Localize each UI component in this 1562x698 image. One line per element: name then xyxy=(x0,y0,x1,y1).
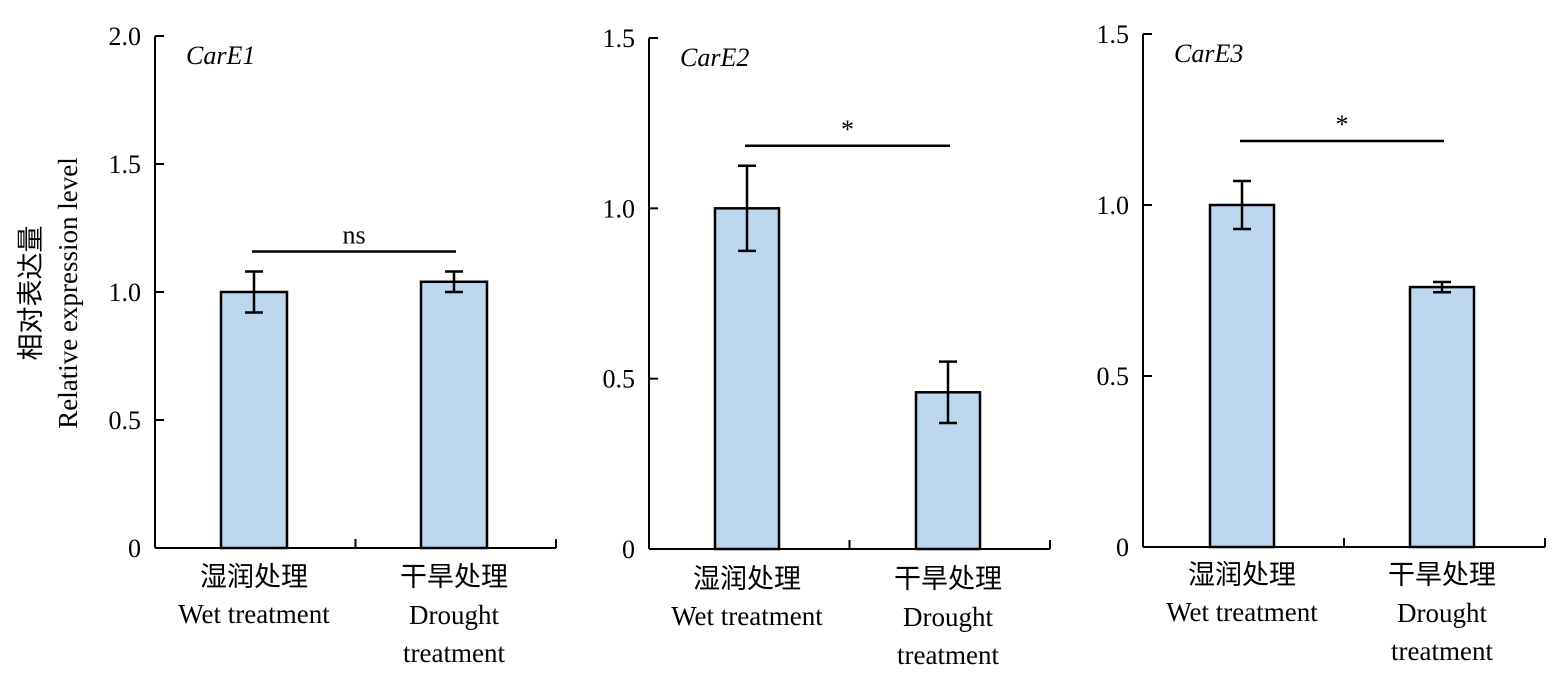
bar-drought xyxy=(1408,285,1476,549)
bar-drought xyxy=(419,280,489,550)
x-category-label: 湿润处理 xyxy=(693,564,801,594)
x-category-label: Wet treatment xyxy=(671,601,823,631)
chart-panel-care3: 0 0.5 1.0 1.5 CarE3 湿润处理 Wet treatment 干旱处理 Drou… xyxy=(1097,20,1546,666)
x-category-label: treatment xyxy=(403,638,505,668)
y-tick-label: 1.5 xyxy=(603,24,636,53)
chart-panel-care2: 0 0.5 1.0 1.5 CarE2 湿润处理 Wet treatment 干旱处理 Drou… xyxy=(603,24,1051,670)
x-category-label: treatment xyxy=(897,640,999,670)
chart-panel-care1: 0 0.5 1.0 1.5 2.0 CarE1 湿润处理 Wet treatment 干旱处理 D… xyxy=(109,22,557,668)
significance-label: * xyxy=(841,115,854,144)
x-category-label: Wet treatment xyxy=(1166,597,1318,627)
chart-panels: 0 0.5 1.0 1.5 2.0 CarE1 湿润处理 Wet treatment 干旱处理 D… xyxy=(109,20,1546,670)
y-tick-label: 1.5 xyxy=(1097,20,1130,49)
y-tick-label: 0 xyxy=(622,535,635,564)
y-tick-label: 2.0 xyxy=(109,22,142,51)
y-tick-label: 1.0 xyxy=(1097,191,1130,220)
significance-label: * xyxy=(1336,110,1349,139)
x-category-label: treatment xyxy=(1391,636,1493,666)
x-category-label: 干旱处理 xyxy=(1388,560,1496,590)
y-tick-label: 1.0 xyxy=(109,278,142,307)
y-tick-label: 0 xyxy=(1116,533,1129,562)
y-tick-label: 0.5 xyxy=(1097,362,1130,391)
x-category-label: Drought xyxy=(1397,598,1487,628)
y-tick-label: 0 xyxy=(128,534,141,563)
panel-title: CarE2 xyxy=(680,43,749,72)
x-category-label: Wet treatment xyxy=(178,599,330,629)
panel-title: CarE3 xyxy=(1174,39,1243,68)
bar-wet xyxy=(1208,203,1276,549)
x-category-label: Drought xyxy=(409,600,499,630)
y-tick-label: 0.5 xyxy=(109,406,142,435)
x-category-label: 湿润处理 xyxy=(1188,560,1296,590)
panel-title: CarE1 xyxy=(186,41,255,70)
y-axis-title-chinese: 相对表达量 xyxy=(16,226,46,361)
x-category-label: Drought xyxy=(903,602,993,632)
y-tick-label: 0.5 xyxy=(603,365,636,394)
bar-wet xyxy=(713,207,781,551)
y-tick-label: 1.0 xyxy=(603,194,636,223)
x-category-label: 干旱处理 xyxy=(894,564,1002,594)
y-axis-title-english: Relative expression level xyxy=(53,157,83,428)
x-category-label: 湿润处理 xyxy=(200,562,308,592)
bar-wet xyxy=(219,290,289,550)
significance-label: ns xyxy=(342,221,365,250)
x-category-label: 干旱处理 xyxy=(400,562,508,592)
y-tick-label: 1.5 xyxy=(109,150,142,179)
